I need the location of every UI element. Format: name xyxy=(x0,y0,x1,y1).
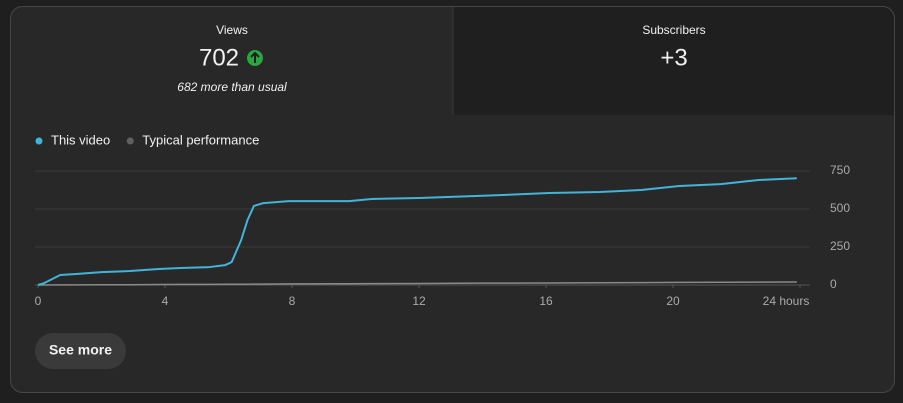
subscribers-label: Subscribers xyxy=(642,23,705,37)
y-tick-label: 750 xyxy=(830,163,850,177)
legend-dot xyxy=(126,137,134,145)
x-tick-label: 0 xyxy=(35,294,42,308)
series-line xyxy=(37,177,797,286)
y-tick-label: 0 xyxy=(830,277,837,291)
views-label: Views xyxy=(216,23,248,37)
x-tick-label: 20 xyxy=(666,294,680,308)
see-more-label[interactable]: See more xyxy=(49,342,112,358)
views-note: 682 more than usual xyxy=(177,80,287,94)
subscribers-tab[interactable] xyxy=(453,7,894,115)
legend-label: This video xyxy=(51,132,110,147)
x-tick-label: 16 xyxy=(539,294,553,308)
legend-label: Typical performance xyxy=(142,132,259,147)
x-tick-label: 8 xyxy=(289,294,296,308)
legend-dot xyxy=(35,137,43,145)
x-tick-label: 4 xyxy=(162,294,169,308)
see-more-button[interactable] xyxy=(35,333,126,369)
x-tick-label: 12 xyxy=(412,294,426,308)
y-tick-label: 250 xyxy=(830,239,850,253)
series-line xyxy=(38,281,797,286)
up-icon xyxy=(247,50,263,66)
x-tick-label: 24 hours xyxy=(763,294,810,308)
y-tick-label: 500 xyxy=(830,201,850,215)
views-value: 702 xyxy=(199,44,239,71)
subscribers-value: +3 xyxy=(660,44,687,71)
